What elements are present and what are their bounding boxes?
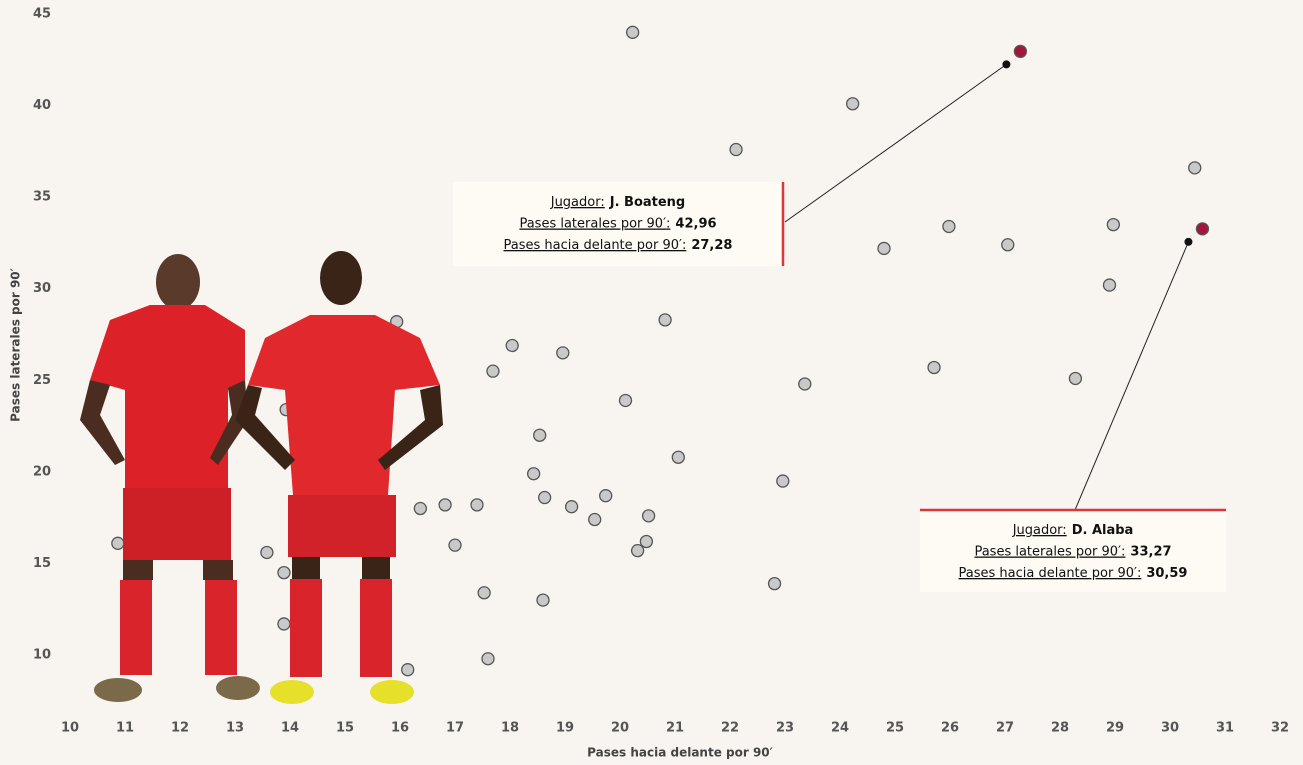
- annotation-text: Pases hacia delante por 90′: 27,28: [504, 238, 733, 253]
- x-tick-label: 15: [336, 721, 354, 736]
- point: [528, 468, 540, 480]
- point: [643, 510, 655, 522]
- point: [112, 537, 124, 549]
- x-tick-label: 11: [116, 721, 134, 736]
- x-tick-label: 26: [941, 721, 959, 736]
- x-tick-label: 10: [61, 721, 79, 736]
- x-tick-label: 18: [501, 721, 519, 736]
- point: [640, 535, 652, 547]
- annotation-text: Pases laterales por 90′: 33,27: [974, 544, 1171, 559]
- point: [449, 539, 461, 551]
- annotation-label: Pases laterales por 90′:: [974, 544, 1125, 559]
- point: [878, 242, 890, 254]
- x-tick-label: 23: [776, 721, 794, 736]
- x-tick-label: 24: [831, 721, 849, 736]
- x-tick-label: 25: [886, 721, 904, 736]
- point: [534, 429, 546, 441]
- x-tick-label: 17: [446, 721, 464, 736]
- point: [402, 664, 414, 676]
- y-tick-label: 35: [33, 190, 51, 205]
- point: [414, 503, 426, 515]
- x-tick-label: 28: [1051, 721, 1069, 736]
- annotation-text: Pases hacia delante por 90′: 30,59: [959, 566, 1188, 581]
- point: [557, 347, 569, 359]
- point: [1189, 162, 1201, 174]
- point: [600, 490, 612, 502]
- point: [1107, 219, 1119, 231]
- highlight-point: [1196, 223, 1208, 235]
- point: [261, 546, 273, 558]
- y-axis-label: Pases laterales por 90′: [9, 268, 23, 422]
- highlight-point: [1014, 45, 1026, 57]
- annotation-value: D. Alaba: [1072, 523, 1134, 538]
- point: [539, 492, 551, 504]
- y-tick-label: 15: [33, 556, 51, 571]
- annotation-label: Pases hacia delante por 90′:: [959, 566, 1142, 581]
- point: [777, 475, 789, 487]
- x-tick-label: 16: [391, 721, 409, 736]
- point: [659, 314, 671, 326]
- y-tick-label: 40: [33, 98, 51, 113]
- x-tick-label: 20: [611, 721, 629, 736]
- point: [278, 618, 290, 630]
- annotation-value: 33,27: [1130, 544, 1171, 559]
- point: [278, 567, 290, 579]
- y-tick-label: 45: [33, 7, 51, 22]
- point: [799, 378, 811, 390]
- annotation-label: Jugador:: [1012, 523, 1067, 538]
- x-tick-label: 32: [1271, 721, 1289, 736]
- x-tick-label: 22: [721, 721, 739, 736]
- point: [769, 578, 781, 590]
- y-tick-label: 25: [33, 373, 51, 388]
- point: [537, 594, 549, 606]
- x-tick-label: 21: [666, 721, 684, 736]
- point: [847, 98, 859, 110]
- point: [943, 220, 955, 232]
- anchor-dot: [1184, 238, 1192, 246]
- x-tick-label: 19: [556, 721, 574, 736]
- point: [506, 340, 518, 352]
- point: [730, 144, 742, 156]
- point: [589, 514, 601, 526]
- annotation-value: 27,28: [691, 238, 732, 253]
- y-tick-label: 30: [33, 281, 51, 296]
- point: [1069, 372, 1081, 384]
- x-tick-label: 30: [1161, 721, 1179, 736]
- annotation-label: Pases hacia delante por 90′:: [504, 238, 687, 253]
- x-tick-label: 12: [171, 721, 189, 736]
- point: [632, 545, 644, 557]
- x-axis-label: Pases hacia delante por 90′: [587, 746, 773, 760]
- x-tick-label: 29: [1106, 721, 1124, 736]
- y-tick-label: 10: [33, 648, 51, 663]
- x-tick-label: 27: [996, 721, 1014, 736]
- annotation-value: 42,96: [675, 216, 716, 231]
- anchor-dot: [1002, 60, 1010, 68]
- annotation-value: 30,59: [1146, 566, 1187, 581]
- annotation-text: Jugador: J. Boateng: [550, 195, 686, 210]
- point: [487, 365, 499, 377]
- annotation-value: J. Boateng: [609, 195, 686, 210]
- annotation-text: Jugador: D. Alaba: [1012, 523, 1134, 538]
- chart: Pases hacia delante por 90′ Pases latera…: [0, 0, 1303, 765]
- point: [672, 451, 684, 463]
- point: [439, 499, 451, 511]
- x-tick-label: 13: [226, 721, 244, 736]
- y-tick-label: 20: [33, 464, 51, 479]
- x-tick-label: 14: [281, 721, 299, 736]
- point: [566, 501, 578, 513]
- x-tick-label: 31: [1216, 721, 1234, 736]
- annotation-label: Jugador:: [550, 195, 605, 210]
- point: [928, 361, 940, 373]
- annotation-label: Pases laterales por 90′:: [519, 216, 670, 231]
- point: [471, 499, 483, 511]
- point: [1002, 239, 1014, 251]
- annotation-text: Pases laterales por 90′: 42,96: [519, 216, 716, 231]
- point: [620, 394, 632, 406]
- point: [627, 26, 639, 38]
- point: [478, 587, 490, 599]
- point: [482, 653, 494, 665]
- point: [1104, 279, 1116, 291]
